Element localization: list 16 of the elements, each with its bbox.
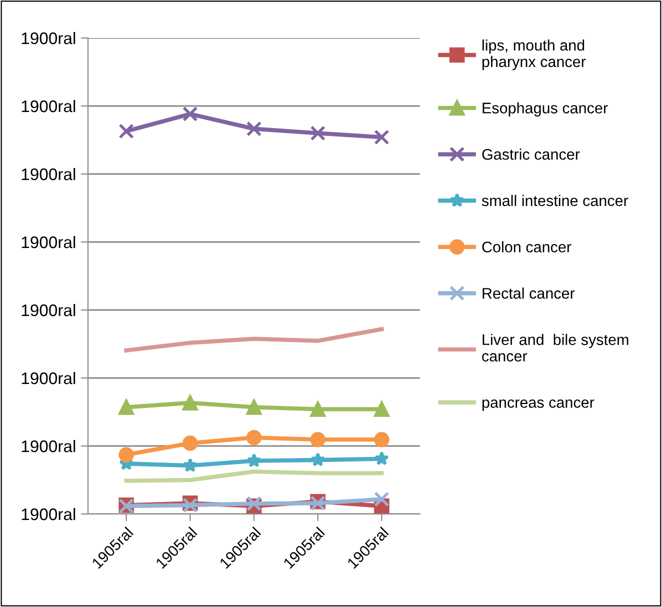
- legend-label: Colon cancer: [482, 241, 572, 252]
- legend-label: Rectal cancer: [482, 288, 575, 299]
- text: 1900ral: [22, 372, 76, 384]
- legend-label: small intestine cancer: [482, 194, 628, 206]
- text: 1900ral: [22, 32, 76, 44]
- legend-label: Esophagus cancer: [482, 102, 608, 116]
- legend-label: Liver and bile system cancer: [482, 334, 628, 362]
- text: 1900ral: [22, 100, 76, 112]
- legend-label: Gastric cancer: [482, 148, 580, 160]
- text: 1900ral: [22, 236, 76, 248]
- text: 1900ral: [22, 304, 76, 316]
- legend-label: pancreas cancer: [482, 399, 594, 411]
- text: 1900ral: [22, 440, 76, 452]
- text: 1900ral: [22, 508, 76, 520]
- text: 1900ral: [22, 168, 76, 180]
- legend-label: lips, mouth and pharynx cancer: [482, 39, 586, 70]
